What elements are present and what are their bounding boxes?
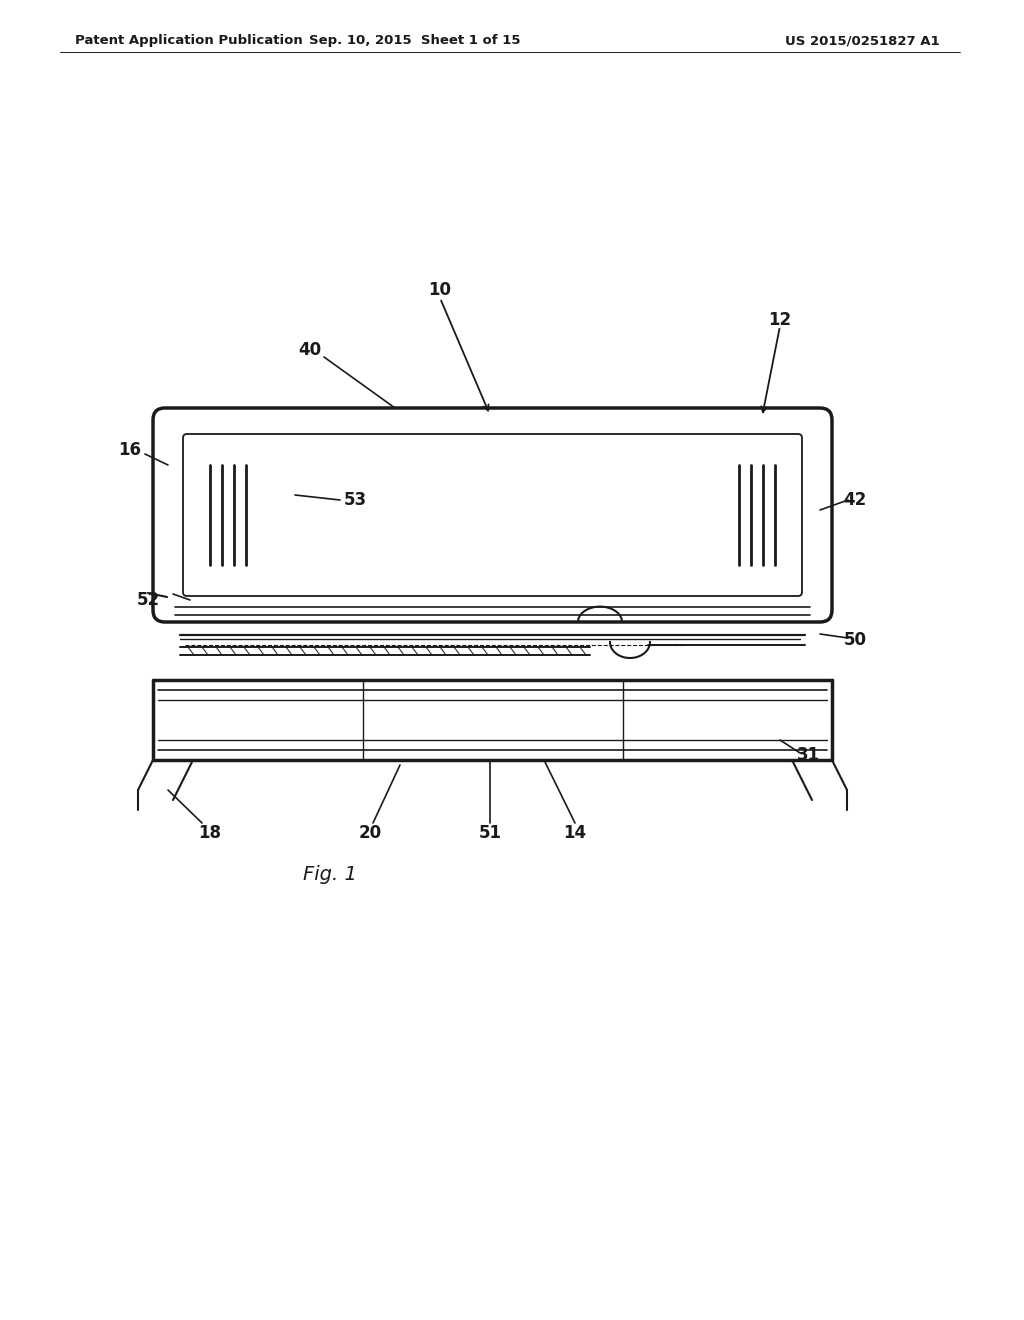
- Text: 52: 52: [136, 591, 160, 609]
- Text: 20: 20: [358, 824, 382, 842]
- Text: 16: 16: [119, 441, 141, 459]
- Text: 42: 42: [844, 491, 866, 510]
- Text: Fig. 1: Fig. 1: [303, 866, 357, 884]
- Text: US 2015/0251827 A1: US 2015/0251827 A1: [785, 34, 940, 48]
- Text: 40: 40: [298, 341, 322, 359]
- Text: 18: 18: [199, 824, 221, 842]
- Text: 10: 10: [428, 281, 452, 300]
- Text: 51: 51: [478, 824, 502, 842]
- Text: Patent Application Publication: Patent Application Publication: [75, 34, 303, 48]
- Text: 12: 12: [768, 312, 792, 329]
- Text: Sep. 10, 2015  Sheet 1 of 15: Sep. 10, 2015 Sheet 1 of 15: [309, 34, 521, 48]
- Text: 50: 50: [844, 631, 866, 649]
- Text: 14: 14: [563, 824, 587, 842]
- Text: 53: 53: [343, 491, 367, 510]
- Text: 31: 31: [797, 746, 819, 764]
